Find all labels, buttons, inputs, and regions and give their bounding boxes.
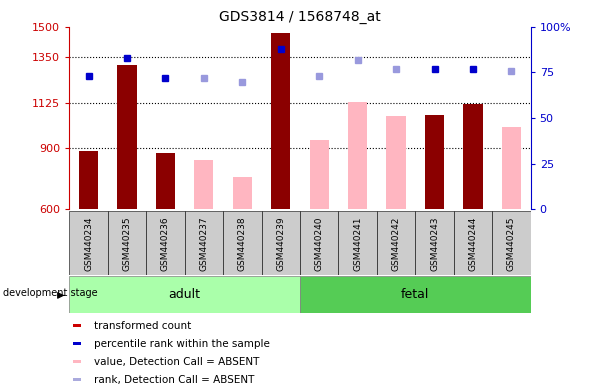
Bar — [387, 116, 406, 209]
Text: GSM440240: GSM440240 — [315, 216, 324, 271]
Bar — [338, 211, 377, 275]
Text: transformed count: transformed count — [93, 321, 191, 331]
Bar — [223, 211, 262, 275]
Text: adult: adult — [169, 288, 201, 301]
Bar — [425, 115, 444, 209]
Bar — [309, 141, 329, 209]
Bar — [72, 324, 81, 327]
Text: GSM440245: GSM440245 — [507, 216, 516, 271]
Bar — [108, 211, 146, 275]
Bar — [463, 104, 482, 209]
Text: GSM440239: GSM440239 — [276, 216, 285, 271]
Bar — [454, 211, 492, 275]
Bar — [72, 378, 81, 381]
Text: GSM440236: GSM440236 — [161, 216, 170, 271]
Text: GSM440234: GSM440234 — [84, 216, 93, 271]
Bar — [300, 276, 531, 313]
Bar — [146, 211, 185, 275]
Bar — [72, 342, 81, 345]
Text: GSM440242: GSM440242 — [391, 216, 400, 271]
Text: GSM440237: GSM440237 — [200, 216, 209, 271]
Bar — [185, 211, 223, 275]
Bar — [233, 177, 252, 209]
Text: GSM440243: GSM440243 — [430, 216, 439, 271]
Text: percentile rank within the sample: percentile rank within the sample — [93, 339, 270, 349]
Bar — [79, 151, 98, 209]
Bar — [415, 211, 453, 275]
Bar — [262, 211, 300, 275]
Bar — [300, 211, 338, 275]
Text: GSM440238: GSM440238 — [238, 216, 247, 271]
Text: value, Detection Call = ABSENT: value, Detection Call = ABSENT — [93, 357, 259, 367]
Bar — [377, 211, 415, 275]
Bar — [271, 33, 291, 209]
Text: GSM440244: GSM440244 — [469, 216, 478, 271]
Text: rank, Detection Call = ABSENT: rank, Detection Call = ABSENT — [93, 375, 254, 384]
Bar — [502, 127, 521, 209]
Bar — [72, 360, 81, 363]
Bar — [194, 160, 213, 209]
Text: development stage: development stage — [4, 288, 98, 298]
Bar — [69, 211, 108, 275]
Bar — [156, 153, 175, 209]
Bar — [348, 102, 367, 209]
Text: GSM440241: GSM440241 — [353, 216, 362, 271]
Bar — [492, 211, 531, 275]
Text: fetal: fetal — [401, 288, 429, 301]
Bar — [118, 65, 137, 209]
Text: GSM440235: GSM440235 — [122, 216, 131, 271]
Title: GDS3814 / 1568748_at: GDS3814 / 1568748_at — [219, 10, 381, 25]
Bar — [69, 276, 300, 313]
